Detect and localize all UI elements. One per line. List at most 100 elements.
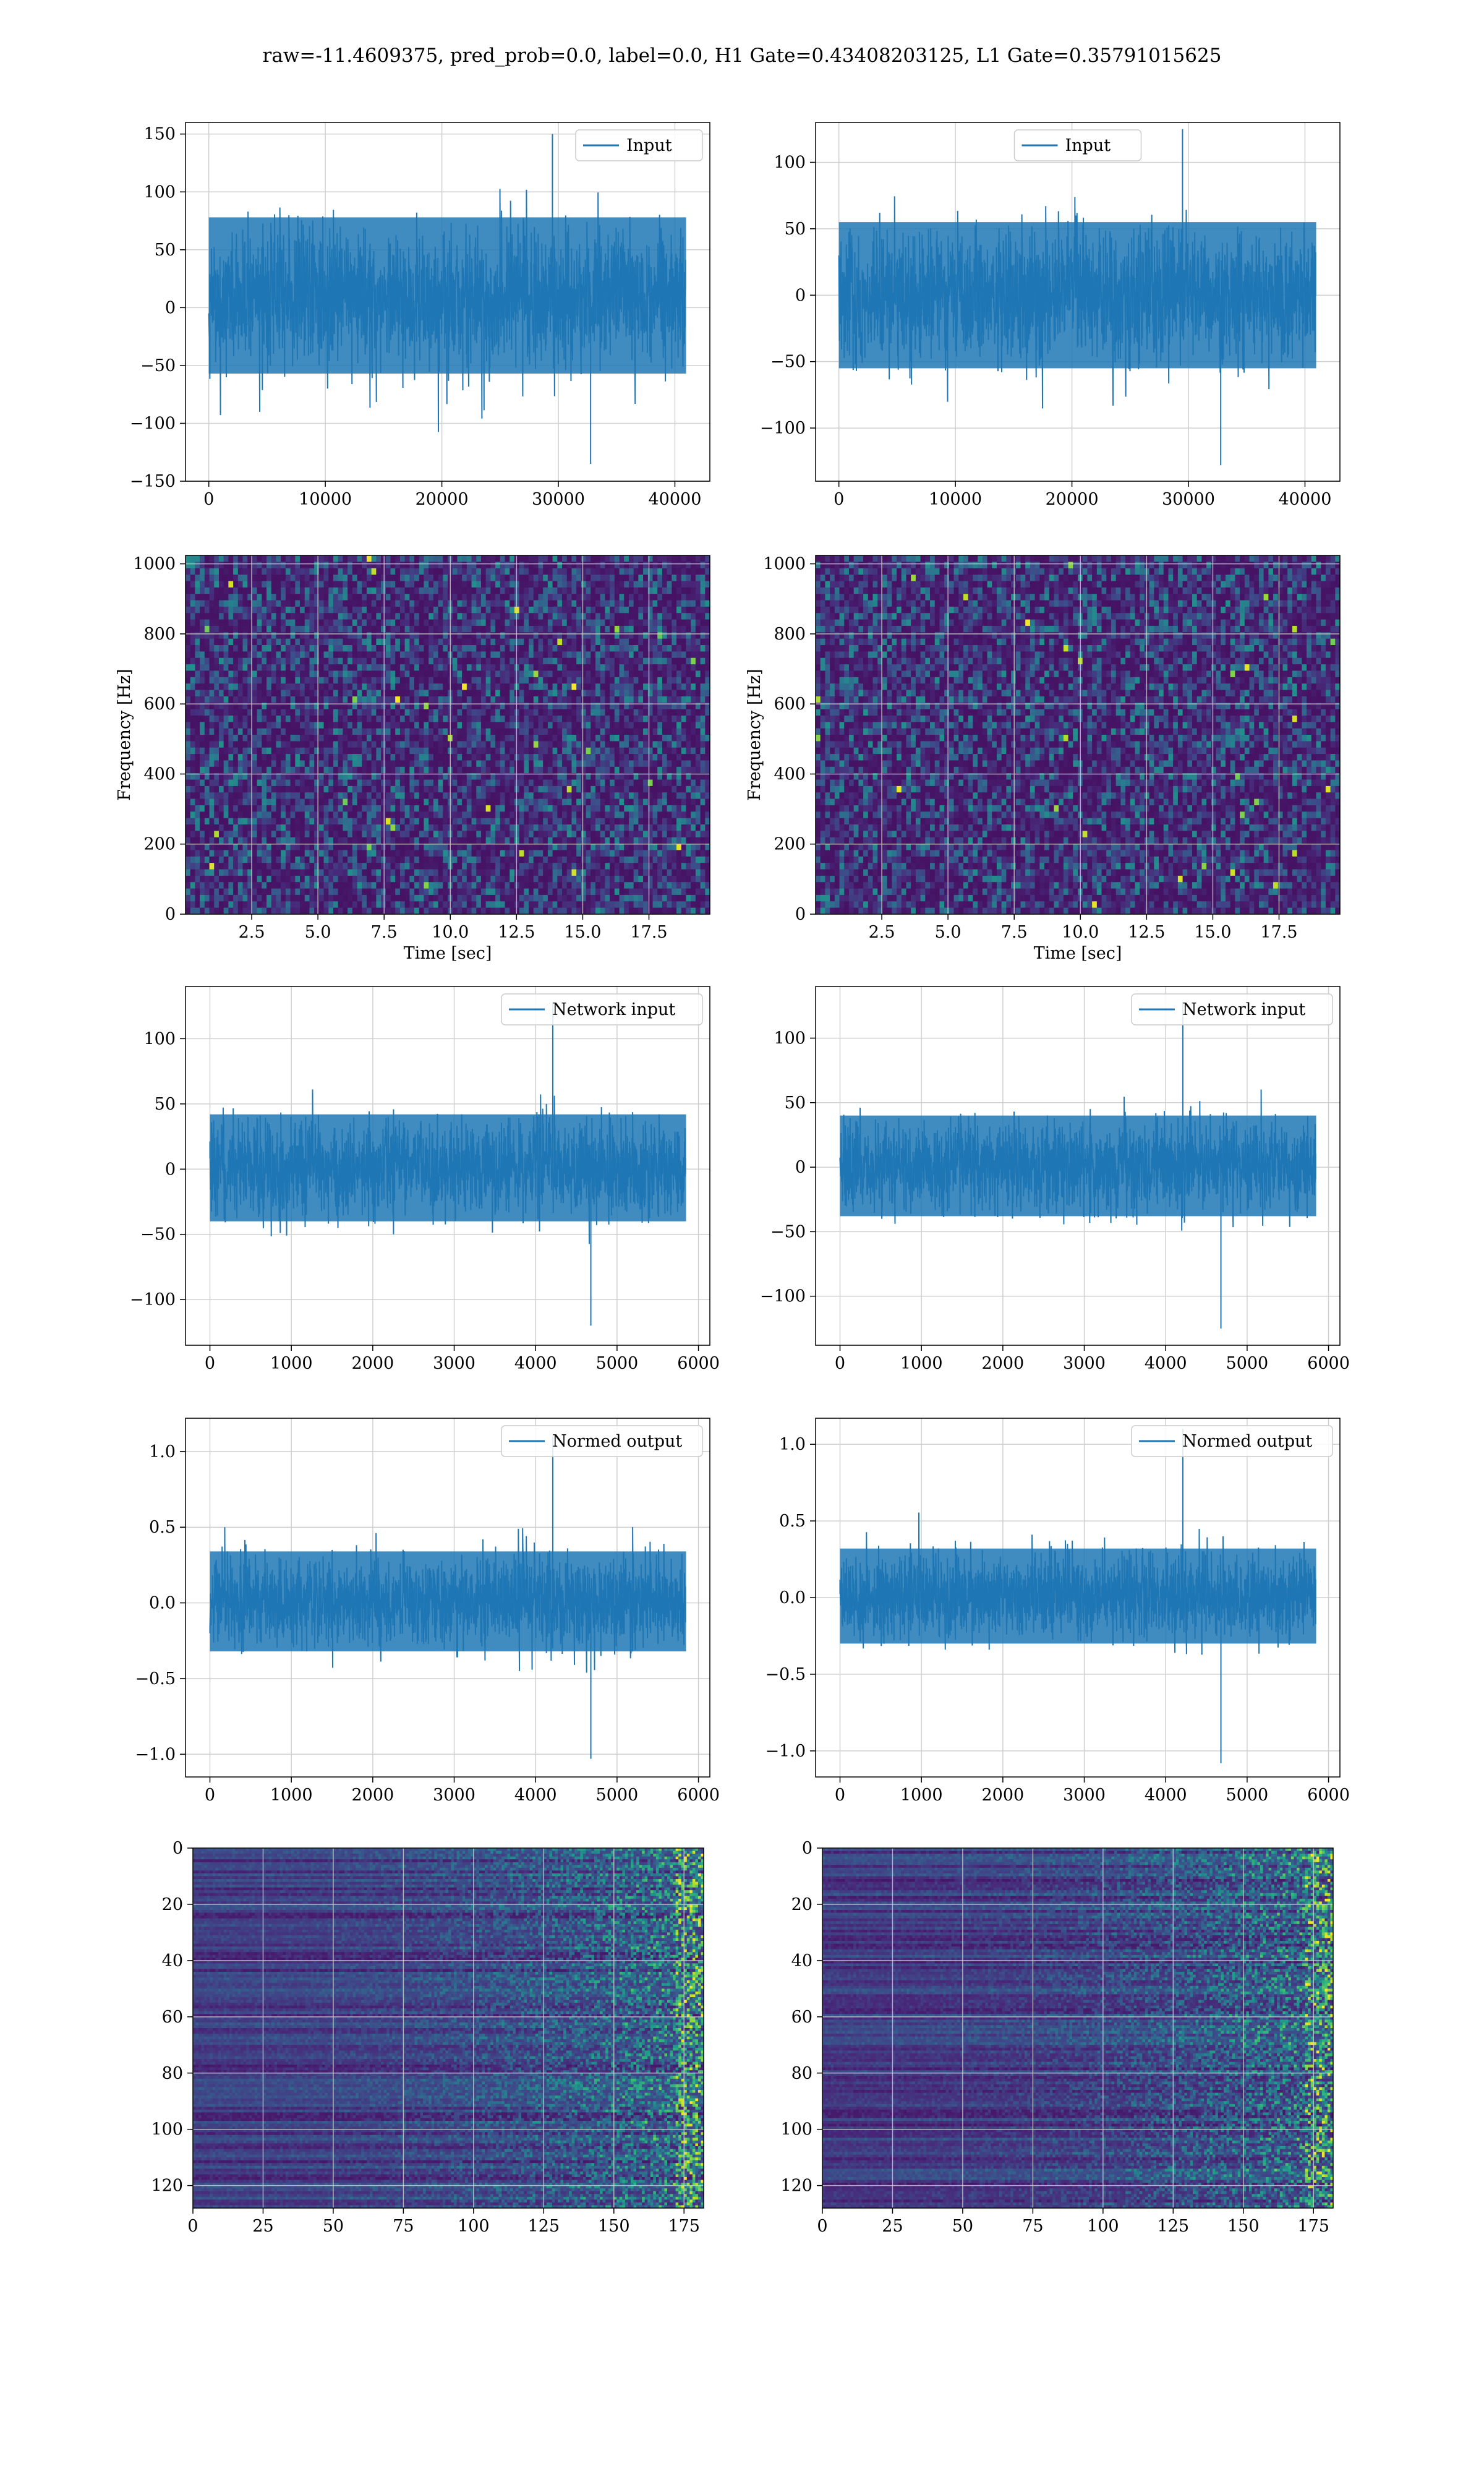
heatmap-cell <box>429 619 434 627</box>
heatmap-cell <box>285 619 291 627</box>
heatmap-cell <box>652 818 658 825</box>
heatmap-cell <box>390 798 396 806</box>
heatmap-cell <box>647 818 654 825</box>
heatmap-cell <box>552 735 558 742</box>
heatmap-cell <box>495 600 501 607</box>
heatmap-cell <box>309 735 315 742</box>
heatmap-cell <box>399 657 406 665</box>
heatmap-cell <box>524 785 529 793</box>
heatmap-cell <box>214 766 220 774</box>
heatmap-cell <box>643 766 649 774</box>
heatmap-cell <box>524 766 529 774</box>
heatmap-cell <box>705 555 710 562</box>
heatmap-cell <box>376 638 382 646</box>
heatmap-cell <box>285 651 291 659</box>
heatmap-cell <box>500 696 506 703</box>
heatmap-cell <box>343 703 348 710</box>
heatmap-cell <box>333 760 339 768</box>
heatmap-cell <box>214 625 220 633</box>
heatmap-cell <box>395 568 401 575</box>
heatmap-cell <box>538 575 544 582</box>
heatmap-cell <box>223 715 229 722</box>
heatmap-cell <box>510 562 515 569</box>
heatmap-cell <box>495 766 501 774</box>
heatmap-cell <box>638 766 644 774</box>
heatmap-cell <box>352 818 358 825</box>
heatmap-cell <box>438 792 443 800</box>
heatmap-cell <box>223 824 229 831</box>
heatmap-cell <box>676 664 682 672</box>
heatmap-cell <box>571 709 577 716</box>
heatmap-cell <box>562 760 568 768</box>
heatmap-cell <box>237 728 244 735</box>
heatmap-cell <box>595 619 601 627</box>
heatmap-cell <box>466 741 472 748</box>
heatmap-cell <box>595 632 601 640</box>
heatmap-cell <box>628 754 634 761</box>
heatmap-cell <box>624 779 629 787</box>
heatmap-cell <box>700 670 706 678</box>
heatmap-cell <box>610 619 615 627</box>
heatmap-cell <box>562 773 568 781</box>
heatmap-cell <box>262 677 267 684</box>
heatmap-cell <box>429 594 434 601</box>
heatmap-cell <box>304 703 310 710</box>
heatmap-cell <box>700 613 706 620</box>
heatmap-cell <box>295 741 301 748</box>
heatmap-cell <box>576 747 582 755</box>
heatmap-cell <box>466 638 472 646</box>
heatmap-cell <box>533 824 539 831</box>
heatmap-cell <box>195 677 200 684</box>
heatmap-cell <box>691 664 696 672</box>
heatmap-cell <box>695 677 701 684</box>
heatmap-cell <box>314 798 320 806</box>
heatmap-cell <box>390 594 396 601</box>
heatmap-cell <box>566 811 573 819</box>
heatmap-cell <box>362 568 367 575</box>
heatmap-cell <box>404 824 410 831</box>
x-tick-label: 10000 <box>299 490 352 509</box>
heatmap-cell <box>628 818 634 825</box>
heatmap-cell <box>676 581 682 588</box>
heatmap-cell <box>519 818 524 825</box>
heatmap-cell <box>376 645 382 652</box>
heatmap-cell <box>595 760 601 768</box>
heatmap-cell <box>505 683 510 691</box>
heatmap-cell <box>633 703 639 710</box>
heatmap-cell <box>404 709 410 716</box>
heatmap-cell <box>309 709 315 716</box>
heatmap-cell <box>318 798 325 806</box>
heatmap-cell <box>419 792 425 800</box>
heatmap-cell <box>295 632 301 640</box>
heatmap-cell <box>647 747 654 755</box>
heatmap-cell <box>586 606 591 614</box>
heatmap-cell <box>409 818 415 825</box>
heatmap-cell <box>314 587 320 594</box>
heatmap-cell <box>443 632 448 640</box>
heatmap-cell <box>524 619 529 627</box>
heatmap-cell <box>524 657 529 665</box>
heatmap-cell <box>381 670 386 678</box>
heatmap-cell <box>547 818 553 825</box>
heatmap-cell <box>562 741 568 748</box>
heatmap-cell <box>338 657 343 665</box>
heatmap-cell <box>328 837 334 844</box>
heatmap-cell <box>252 831 258 838</box>
heatmap-cell <box>586 562 591 569</box>
heatmap-cell <box>586 747 591 755</box>
heatmap-cell <box>352 568 358 575</box>
heatmap-cell <box>605 747 610 755</box>
heatmap-cell <box>390 792 396 800</box>
heatmap-cell <box>600 581 605 588</box>
heatmap-cell <box>414 722 420 729</box>
heatmap-cell <box>214 568 220 575</box>
heatmap-cell <box>237 709 244 716</box>
heatmap-cell <box>462 677 467 684</box>
heatmap-cell <box>519 683 524 691</box>
heatmap-cell <box>610 575 615 582</box>
heatmap-cell <box>323 798 329 806</box>
heatmap-cell <box>285 722 291 729</box>
heatmap-cell <box>566 581 573 588</box>
heatmap-cell <box>681 625 687 633</box>
heatmap-cell <box>505 773 510 781</box>
